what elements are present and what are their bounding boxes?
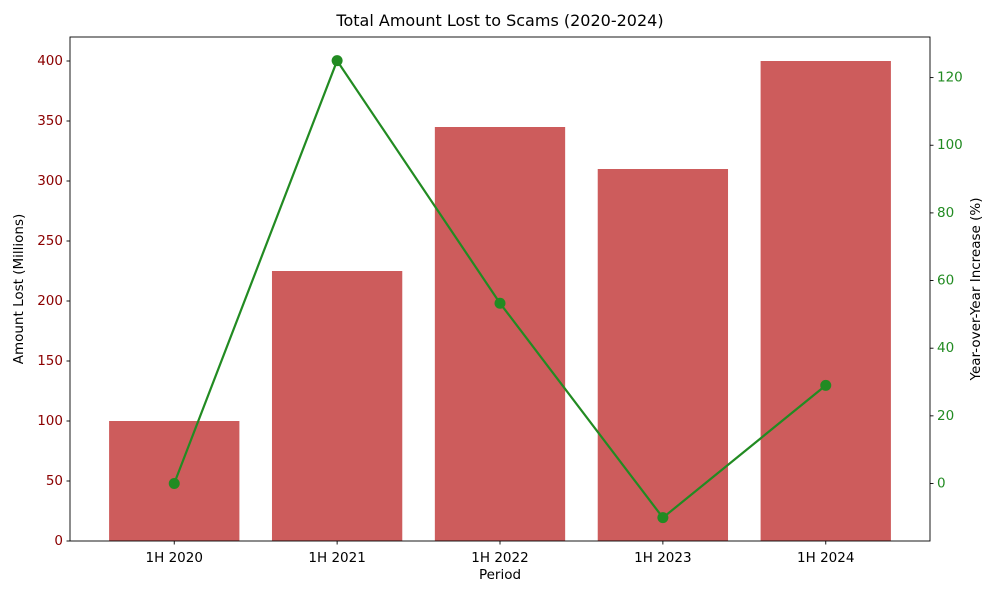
x-axis-label: Period bbox=[478, 567, 522, 583]
left-tick-label-300: 300 bbox=[37, 173, 63, 189]
bar-1h-2024 bbox=[760, 61, 891, 541]
left-tick-label-0: 0 bbox=[54, 533, 63, 549]
left-tick-label-400: 400 bbox=[37, 53, 63, 69]
x-tick-label-1h-2023: 1H 2023 bbox=[634, 550, 691, 566]
bar-1h-2023 bbox=[597, 169, 729, 541]
right-tick-label-80: 80 bbox=[937, 205, 954, 221]
left-tick-label-150: 150 bbox=[37, 353, 63, 369]
point-1h-2022 bbox=[494, 297, 506, 309]
plot-border bbox=[69, 36, 931, 542]
left-axis-label: Amount Lost (Millions) bbox=[11, 213, 27, 365]
left-tick-label-50: 50 bbox=[46, 473, 63, 489]
bar-1h-2022 bbox=[434, 127, 566, 541]
left-tick-label-200: 200 bbox=[37, 293, 63, 309]
point-1h-2020 bbox=[168, 477, 180, 489]
point-1h-2024 bbox=[820, 379, 832, 391]
right-tick-label-100: 100 bbox=[937, 137, 963, 153]
chart-title: Total Amount Lost to Scams (2020-2024) bbox=[336, 11, 664, 30]
point-1h-2021 bbox=[331, 55, 343, 67]
right-tick-label-20: 20 bbox=[937, 408, 954, 424]
right-tick-label-0: 0 bbox=[937, 475, 946, 491]
x-tick-label-1h-2021: 1H 2021 bbox=[308, 550, 365, 566]
left-tick-label-100: 100 bbox=[37, 413, 63, 429]
right-tick-label-40: 40 bbox=[937, 340, 954, 356]
right-tick-label-120: 120 bbox=[937, 70, 963, 86]
x-tick-label-1h-2020: 1H 2020 bbox=[146, 550, 203, 566]
bar-1h-2021 bbox=[271, 271, 403, 541]
right-tick-label-60: 60 bbox=[937, 273, 954, 289]
right-axis-label: Year-over-Year Increase (%) bbox=[968, 197, 984, 381]
left-tick-label-250: 250 bbox=[37, 233, 63, 249]
left-tick-label-350: 350 bbox=[37, 113, 63, 129]
x-tick-label-1h-2022: 1H 2022 bbox=[471, 550, 528, 566]
x-tick-label-1h-2024: 1H 2024 bbox=[797, 550, 854, 566]
point-1h-2023 bbox=[657, 512, 669, 524]
